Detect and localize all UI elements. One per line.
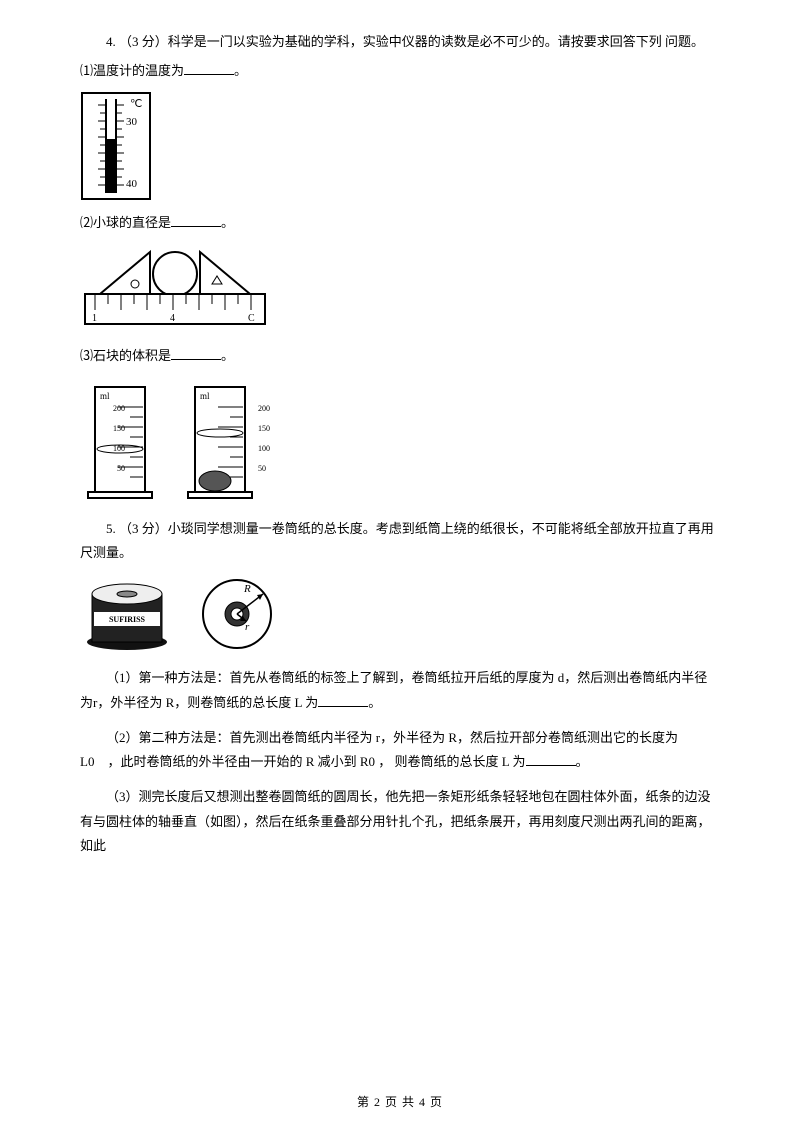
cyl-unit-r: ml [200,391,210,401]
roll-label: SUFIRISS [109,615,146,624]
q4-p1-text: ⑴温度计的温度为 [80,63,184,78]
cyl-r1: 150 [258,424,270,433]
cyl-l2: 100 [113,444,125,453]
q4-part3: ⑶石块的体积是 。 [80,344,720,369]
q5-p3-text: （3）测完长度后又想测出整卷圆筒纸的圆周长，他先把一条矩形纸条轻轻地包在圆柱体外… [80,789,711,853]
q4-part1: ⑴温度计的温度为 。 [80,59,720,84]
thermo-bottom: 40 [126,178,138,190]
cyl-l1: 150 [113,424,125,433]
circle-r: r [245,621,250,633]
roll-photo-svg: SUFIRISS [80,574,175,654]
blank-volume [171,347,221,360]
blank-L2 [526,753,576,766]
blank-L1 [318,694,368,707]
q4-p3-text: ⑶石块的体积是 [80,348,171,363]
cylinders-svg: ml 200 150 100 50 ml 200 150 100 50 [80,377,280,507]
circle-R: R [243,583,251,595]
cyl-l3: 50 [117,464,125,473]
q5-part3: （3）测完长度后又想测出整卷圆筒纸的圆周长，他先把一条矩形纸条轻轻地包在圆柱体外… [80,785,720,859]
q4-p3-tail: 。 [221,348,234,363]
cyl-r0: 200 [258,404,270,413]
figure-thermometer: ℃ 30 40 [80,91,720,201]
thermo-top: 30 [126,116,138,128]
q4-stem-text: 科学是一门以实验为基础的学科，实验中仪器的读数是必不可少的。请按要求回答下列 问… [168,34,704,49]
q4-p2-tail: 。 [221,215,234,230]
q5-part2: （2）第二种方法是：首先测出卷筒纸内半径为 r，外半径为 R，然后拉开部分卷筒纸… [80,726,720,775]
q4-p1-tail: 。 [234,63,247,78]
q5-stem: 5. （3 分）小琰同学想测量一卷筒纸的总长度。考虑到纸筒上绕的纸很长，不可能将… [80,517,720,566]
q5-p2-tail: 。 [576,754,589,769]
q5-number: 5. （3 分） [106,521,168,536]
thermometer-svg: ℃ 30 40 [80,91,152,201]
blank-diameter [171,214,221,227]
ruler-l3: 4 [170,313,175,324]
figure-paper-roll: SUFIRISS R r [80,574,720,654]
q5-stem-text: 小琰同学想测量一卷筒纸的总长度。考虑到纸筒上绕的纸很长，不可能将纸全部放开拉直了… [80,521,714,561]
cyl-unit-l: ml [100,391,110,401]
q4-p2-text: ⑵小球的直径是 [80,215,171,230]
cyl-r2: 100 [258,444,270,453]
blank-thermo [184,62,234,75]
q4-stem: 4. （3 分）科学是一门以实验为基础的学科，实验中仪器的读数是必不可少的。请按… [80,30,720,55]
roll-diagram-svg: R r [195,574,280,654]
q5-p1-tail: 。 [368,695,381,710]
figure-ruler-ball: 1 4 C [80,244,720,334]
ruler-l6: C [248,313,255,324]
ruler-svg: 1 4 C [80,244,270,334]
q5-p1-text: （1）第一种方法是：首先从卷筒纸的标签上了解到，卷筒纸拉开后纸的厚度为 d，然后… [80,670,707,710]
cyl-l0: 200 [113,404,125,413]
q5-part1: （1）第一种方法是：首先从卷筒纸的标签上了解到，卷筒纸拉开后纸的厚度为 d，然后… [80,666,720,715]
figure-cylinders: ml 200 150 100 50 ml 200 150 100 50 [80,377,720,507]
thermo-unit: ℃ [130,98,142,110]
page-footer: 第 2 页 共 4 页 [0,1091,800,1114]
cyl-r3: 50 [258,464,266,473]
ruler-l0: 1 [92,313,97,324]
footer-text: 第 2 页 共 4 页 [357,1095,443,1109]
q4-number: 4. （3 分） [106,34,168,49]
q4-part2: ⑵小球的直径是 。 [80,211,720,236]
